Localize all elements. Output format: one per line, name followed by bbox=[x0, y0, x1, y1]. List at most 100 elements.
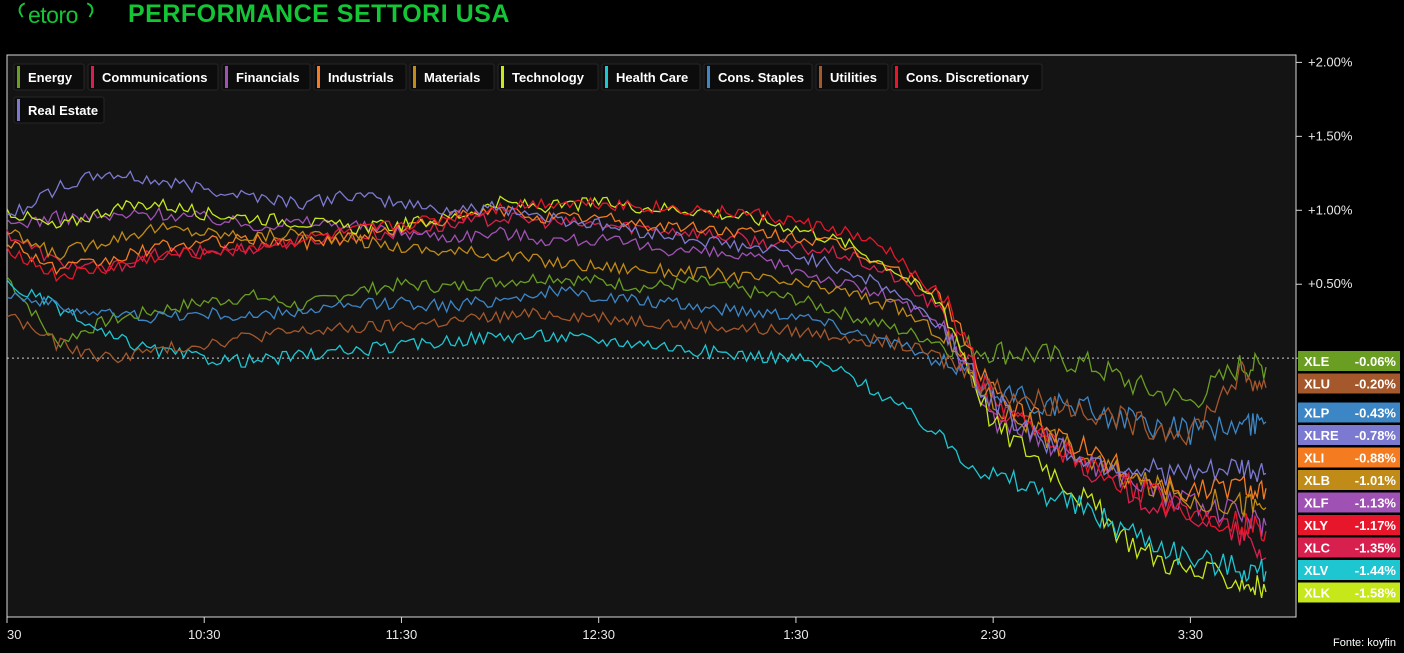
chart-header: etoro PERFORMANCE SETTORI USA bbox=[0, 0, 1404, 34]
legend-swatch bbox=[413, 66, 416, 88]
legend-label: Materials bbox=[424, 70, 480, 85]
legend-item-xlc: Communications bbox=[87, 63, 219, 91]
x-tick-label: 30 bbox=[7, 627, 21, 642]
legend-swatch bbox=[17, 66, 20, 88]
y-tick-label: +0.50% bbox=[1308, 276, 1353, 291]
legend-item-xlb: Materials bbox=[409, 63, 495, 91]
value-tag-box bbox=[1298, 373, 1400, 394]
legend-label: Utilities bbox=[830, 70, 877, 85]
legend-item-box bbox=[87, 63, 219, 91]
source-note: Fonte: koyfin bbox=[1333, 637, 1396, 649]
value-tag-xlp: XLP -0.43% bbox=[1298, 402, 1400, 423]
value-tag-ticker: XLK bbox=[1304, 586, 1331, 601]
value-tag-ticker: XLI bbox=[1304, 451, 1324, 466]
value-tag-value: -0.78% bbox=[1355, 428, 1397, 443]
value-tag-ticker: XLE bbox=[1304, 354, 1330, 369]
value-tag-value: -0.88% bbox=[1355, 451, 1397, 466]
legend-label: Cons. Discretionary bbox=[906, 70, 1030, 85]
value-tag-xlb: XLB -1.01% bbox=[1298, 470, 1400, 490]
value-tag-value: -1.13% bbox=[1355, 496, 1397, 511]
legend-swatch bbox=[91, 66, 94, 88]
legend-swatch bbox=[819, 66, 822, 88]
x-tick-label: 10:30 bbox=[188, 627, 221, 642]
value-tag-box bbox=[1298, 402, 1400, 423]
legend-swatch bbox=[707, 66, 710, 88]
legend-item-xlp: Cons. Staples bbox=[703, 63, 813, 91]
legend-item-xlv: Health Care bbox=[601, 63, 701, 91]
value-tag-ticker: XLU bbox=[1304, 377, 1330, 392]
legend-item-box bbox=[703, 63, 813, 91]
legend-item-xle: Energy bbox=[13, 63, 85, 91]
value-tag-box bbox=[1298, 515, 1400, 535]
legend-swatch bbox=[605, 66, 608, 88]
value-tag-xly: XLY -1.17% bbox=[1298, 515, 1400, 535]
plot-area bbox=[6, 54, 1297, 618]
series-line-xlre bbox=[6, 170, 1267, 486]
legend-swatch bbox=[317, 66, 320, 88]
value-tag-xlc: XLC -1.35% bbox=[1298, 537, 1400, 558]
logo-text: etoro bbox=[28, 2, 78, 28]
legend-item-box bbox=[891, 63, 1043, 91]
value-tag-value: -1.35% bbox=[1355, 541, 1397, 556]
legend-label: Communications bbox=[102, 70, 207, 85]
series-line-xle bbox=[6, 273, 1267, 409]
value-tag-ticker: XLB bbox=[1304, 473, 1330, 488]
legend-swatch bbox=[895, 66, 898, 88]
value-tag-box bbox=[1298, 582, 1400, 603]
y-tick-label: +1.50% bbox=[1308, 128, 1353, 143]
legend-item-box bbox=[13, 96, 105, 124]
y-tick-label: +1.00% bbox=[1308, 202, 1353, 217]
value-tag-xlf: XLF -1.13% bbox=[1298, 492, 1400, 513]
value-tag-ticker: XLC bbox=[1304, 541, 1331, 556]
x-tick-label: 2:30 bbox=[981, 627, 1006, 642]
x-tick-label: 11:30 bbox=[386, 627, 418, 642]
series-line-xlf bbox=[6, 206, 1267, 537]
value-tag-value: -0.06% bbox=[1355, 354, 1397, 369]
value-tag-xle: XLE -0.06% bbox=[1298, 351, 1400, 371]
value-tag-ticker: XLY bbox=[1304, 518, 1328, 533]
series-line-xlk bbox=[6, 195, 1267, 599]
value-tag-value: -1.01% bbox=[1355, 473, 1397, 488]
value-tag-ticker: XLF bbox=[1304, 496, 1329, 511]
series-line-xli bbox=[6, 205, 1267, 503]
chart-title: PERFORMANCE SETTORI USA bbox=[128, 0, 510, 28]
legend-item-box bbox=[221, 63, 311, 91]
value-tag-xli: XLI -0.88% bbox=[1298, 447, 1400, 468]
value-tag-box bbox=[1298, 537, 1400, 558]
legend-label: Financials bbox=[236, 70, 300, 85]
legend-swatch bbox=[225, 66, 228, 88]
value-tag-box bbox=[1298, 492, 1400, 513]
value-tag-value: -0.20% bbox=[1355, 377, 1397, 392]
y-tick-label: +2.00% bbox=[1308, 54, 1353, 69]
x-tick-label: 3:30 bbox=[1178, 627, 1203, 642]
legend-item-xli: Industrials bbox=[313, 63, 407, 91]
value-tag-ticker: XLRE bbox=[1304, 428, 1339, 443]
value-tag-value: -1.44% bbox=[1355, 563, 1397, 578]
x-tick-label: 1:30 bbox=[783, 627, 808, 642]
value-tag-value: -1.17% bbox=[1355, 518, 1397, 533]
value-tag-value: -1.58% bbox=[1355, 586, 1397, 601]
value-tag-box bbox=[1298, 425, 1400, 445]
value-tag-box bbox=[1298, 447, 1400, 468]
legend-label: Industrials bbox=[328, 70, 394, 85]
series-line-xlv bbox=[6, 279, 1267, 583]
value-tag-ticker: XLV bbox=[1304, 563, 1329, 578]
legend-item-box bbox=[601, 63, 701, 91]
series-line-xly bbox=[6, 196, 1267, 542]
value-tag-xlu: XLU -0.20% bbox=[1298, 373, 1400, 394]
legend-item-xlk: Technology bbox=[497, 63, 599, 91]
value-tag-xlre: XLRE -0.78% bbox=[1298, 425, 1400, 445]
legend-label: Energy bbox=[28, 70, 73, 85]
legend-label: Health Care bbox=[616, 70, 688, 85]
legend-item-xly: Cons. Discretionary bbox=[891, 63, 1043, 91]
value-tag-box bbox=[1298, 470, 1400, 490]
legend-item-box bbox=[13, 63, 85, 91]
x-tick-label: 12:30 bbox=[582, 627, 615, 642]
legend-item-xlf: Financials bbox=[221, 63, 311, 91]
legend-swatch bbox=[17, 99, 20, 121]
value-tag-value: -0.43% bbox=[1355, 406, 1397, 421]
legend-label: Real Estate bbox=[28, 103, 98, 118]
legend-label: Technology bbox=[512, 70, 585, 85]
legend-item-xlu: Utilities bbox=[815, 63, 889, 91]
